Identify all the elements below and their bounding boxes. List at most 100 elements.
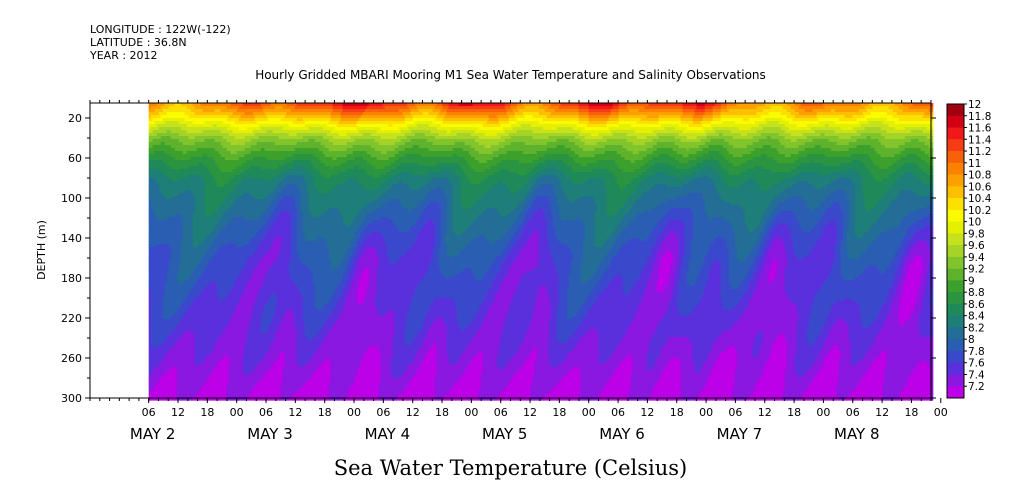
heatmap-cell xyxy=(186,157,190,161)
heatmap-cell xyxy=(168,202,172,206)
heatmap-cell xyxy=(156,388,160,392)
heatmap-cell xyxy=(184,352,188,356)
heatmap-cell xyxy=(148,307,152,311)
heatmap-cell xyxy=(164,340,168,344)
heatmap-cell xyxy=(178,172,182,176)
heatmap-cell xyxy=(150,226,154,230)
heatmap-cell xyxy=(190,331,194,335)
heatmap-cell xyxy=(178,223,182,227)
heatmap-cell xyxy=(190,283,194,287)
heatmap-cell xyxy=(152,232,156,236)
heatmap-cell xyxy=(166,370,170,374)
heatmap-cell xyxy=(170,178,174,182)
heatmap-cell xyxy=(158,307,162,311)
heatmap-cell xyxy=(162,307,166,311)
heatmap-cell xyxy=(182,103,186,107)
heatmap-cell xyxy=(194,178,198,182)
heatmap-cell xyxy=(160,172,164,176)
heatmap-cell xyxy=(150,292,154,296)
heatmap-cell xyxy=(168,271,172,275)
heatmap-cell xyxy=(152,136,156,140)
heatmap-cell xyxy=(190,220,194,224)
heatmap-cell xyxy=(170,121,174,125)
heatmap-cell xyxy=(162,265,166,269)
heatmap-cell xyxy=(176,241,180,245)
heatmap-cell xyxy=(164,328,168,332)
heatmap-cell xyxy=(184,292,188,296)
heatmap-cell xyxy=(156,250,160,254)
heatmap-cell xyxy=(160,232,164,236)
heatmap-cell xyxy=(182,148,186,152)
heatmap-cell xyxy=(148,334,152,338)
heatmap-cell xyxy=(190,241,194,245)
heatmap-cell xyxy=(152,196,156,200)
heatmap-cell xyxy=(164,343,168,347)
heatmap-cell xyxy=(152,289,156,293)
heatmap-cell xyxy=(150,172,154,176)
heatmap-cell xyxy=(148,163,152,167)
heatmap-cell xyxy=(170,175,174,179)
heatmap-cell xyxy=(166,271,170,275)
heatmap-cell xyxy=(186,337,190,341)
heatmap-cell xyxy=(194,124,198,128)
heatmap-cell xyxy=(164,286,168,290)
heatmap-cell xyxy=(150,319,154,323)
heatmap-cell xyxy=(154,319,158,323)
heatmap-cell xyxy=(150,256,154,260)
heatmap-cell xyxy=(162,202,166,206)
heatmap-cell xyxy=(160,319,164,323)
heatmap-cell xyxy=(192,193,196,197)
heatmap-cell xyxy=(158,148,162,152)
heatmap-cell xyxy=(186,340,190,344)
heatmap-cell xyxy=(162,394,166,398)
heatmap-cell xyxy=(152,154,156,158)
heatmap-cell xyxy=(170,184,174,188)
heatmap-cell xyxy=(190,286,194,290)
heatmap-cell xyxy=(176,166,180,170)
heatmap-cell xyxy=(174,340,178,344)
heatmap-cell xyxy=(186,172,190,176)
heatmap-cell xyxy=(194,190,198,194)
heatmap-cell xyxy=(160,262,164,266)
heatmap-cell xyxy=(178,235,182,239)
heatmap-cell xyxy=(166,229,170,233)
heatmap-cell xyxy=(182,163,186,167)
heatmap-cell xyxy=(150,247,154,251)
heatmap-cell xyxy=(154,154,158,158)
heatmap-cell xyxy=(174,244,178,248)
heatmap-cell xyxy=(184,313,188,317)
heatmap-cell xyxy=(176,352,180,356)
heatmap-cell xyxy=(186,223,190,227)
heatmap-cell xyxy=(180,268,184,272)
heatmap-cell xyxy=(162,220,166,224)
heatmap-cell xyxy=(148,319,152,323)
heatmap-cell xyxy=(162,274,166,278)
heatmap-cell xyxy=(172,235,176,239)
heatmap-cell xyxy=(190,298,194,302)
heatmap-cell xyxy=(156,340,160,344)
heatmap-cell xyxy=(158,181,162,185)
heatmap-cell xyxy=(158,385,162,389)
heatmap-cell xyxy=(160,313,164,317)
heatmap-cell xyxy=(176,112,180,116)
heatmap-cell xyxy=(188,121,192,125)
heatmap-cell xyxy=(152,178,156,182)
heatmap-cell xyxy=(178,112,182,116)
heatmap-cell xyxy=(150,193,154,197)
heatmap-cell xyxy=(158,358,162,362)
heatmap-cell xyxy=(162,376,166,380)
heatmap-cell xyxy=(192,286,196,290)
heatmap-cell xyxy=(172,145,176,149)
heatmap-cell xyxy=(192,208,196,212)
heatmap-cell xyxy=(192,145,196,149)
heatmap-cell xyxy=(188,304,192,308)
heatmap-cell xyxy=(172,262,176,266)
heatmap-cell xyxy=(154,103,158,107)
heatmap-cell xyxy=(192,118,196,122)
heatmap-cell xyxy=(184,121,188,125)
heatmap-cell xyxy=(160,328,164,332)
heatmap-cell xyxy=(184,226,188,230)
heatmap-cell xyxy=(162,232,166,236)
heatmap-cell xyxy=(168,301,172,305)
heatmap-cell xyxy=(172,277,176,281)
